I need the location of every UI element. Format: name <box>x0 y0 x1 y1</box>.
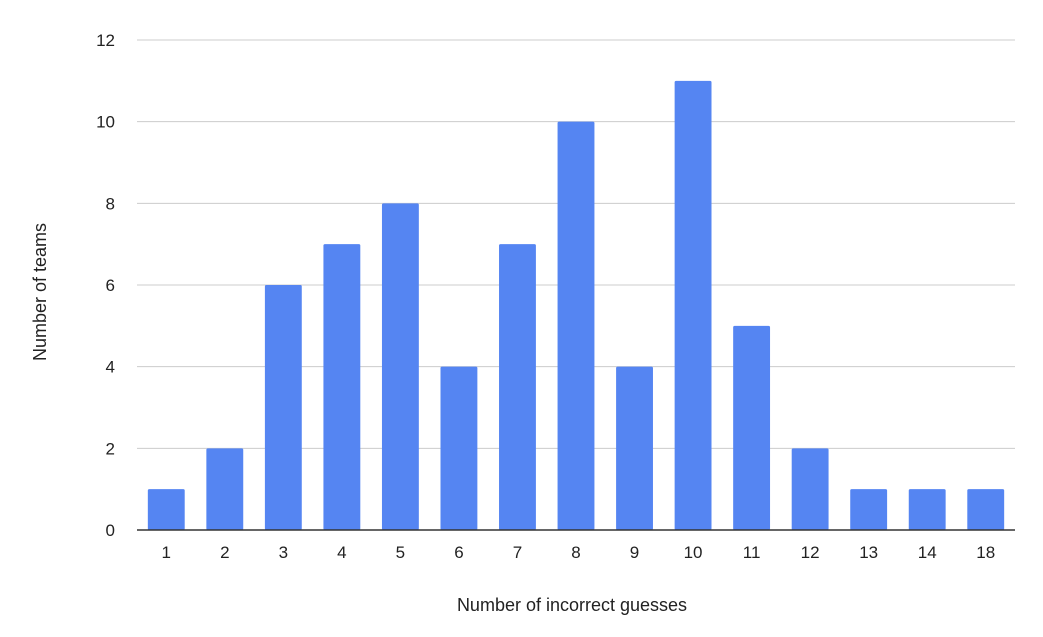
bar-13 <box>850 489 888 530</box>
x-tick-label: 11 <box>743 543 761 562</box>
y-tick-label: 6 <box>106 276 115 295</box>
x-tick-label: 9 <box>630 543 639 562</box>
bar-2 <box>206 448 244 530</box>
bar-3 <box>264 285 302 530</box>
bar-11 <box>733 325 771 530</box>
bar-10 <box>674 80 712 530</box>
y-tick-label: 2 <box>106 439 115 458</box>
bar-8 <box>557 121 595 531</box>
y-axis-title: Number of teams <box>30 223 50 361</box>
x-tick-label: 13 <box>859 543 878 562</box>
y-tick-label: 4 <box>106 358 115 377</box>
x-tick-label: 4 <box>337 543 346 562</box>
x-axis-title: Number of incorrect guesses <box>457 595 687 615</box>
bar-6 <box>440 366 478 530</box>
bar-5 <box>381 203 419 531</box>
bar-1 <box>147 489 185 530</box>
x-tick-label: 5 <box>396 543 405 562</box>
bar-12 <box>791 448 829 530</box>
x-tick-label: 12 <box>801 543 820 562</box>
bar-14 <box>908 489 946 530</box>
x-tick-label: 2 <box>220 543 229 562</box>
y-tick-label: 0 <box>106 521 115 540</box>
bar-9 <box>616 366 653 530</box>
y-tick-label: 12 <box>96 31 115 50</box>
bar-7 <box>499 244 536 530</box>
x-tick-label: 14 <box>918 543 937 562</box>
bar-18 <box>967 489 1005 530</box>
bars <box>147 80 1005 531</box>
x-tick-label: 1 <box>162 543 171 562</box>
x-tick-label: 3 <box>279 543 288 562</box>
x-tick-label: 18 <box>976 543 995 562</box>
x-tick-label: 7 <box>513 543 522 562</box>
x-tick-label: 10 <box>684 543 703 562</box>
bar-4 <box>323 244 361 530</box>
x-tick-label: 6 <box>454 543 463 562</box>
x-tick-label: 8 <box>571 543 580 562</box>
y-tick-label: 8 <box>106 194 115 213</box>
y-tick-label: 10 <box>96 113 115 132</box>
